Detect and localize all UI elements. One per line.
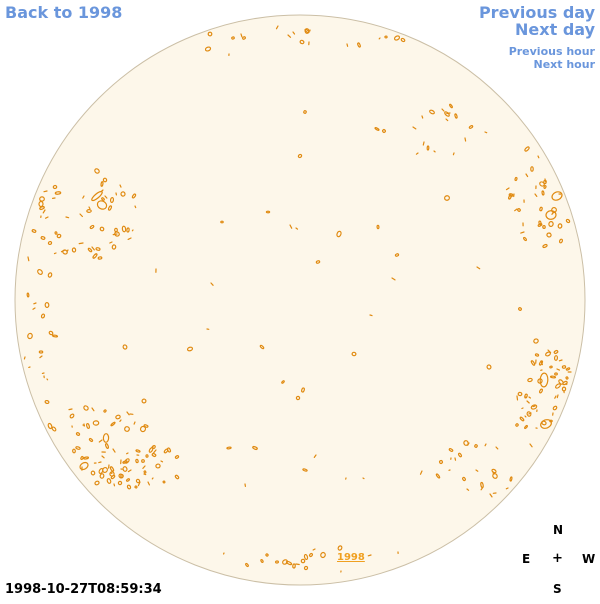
contour-mark xyxy=(69,409,72,410)
contour-mark xyxy=(363,478,364,479)
contour-mark xyxy=(525,416,526,417)
contour-mark xyxy=(557,395,558,398)
contour-mark xyxy=(44,191,47,192)
contour-mark xyxy=(144,474,146,475)
contour-mark xyxy=(370,315,372,316)
contour-mark xyxy=(533,406,535,407)
compass-east: E xyxy=(522,552,530,566)
contour-mark xyxy=(99,462,101,463)
contour-mark xyxy=(134,422,135,424)
contour-mark xyxy=(79,243,83,244)
contour-mark xyxy=(538,156,539,158)
contour-mark xyxy=(66,217,69,218)
contour-mark xyxy=(465,138,466,141)
contour-mark xyxy=(525,397,526,398)
contour-mark xyxy=(114,484,115,486)
contour-mark xyxy=(296,564,299,565)
contour-mark xyxy=(506,488,508,489)
contour-mark xyxy=(127,453,128,454)
contour-mark xyxy=(566,384,567,385)
contour-mark xyxy=(161,461,163,462)
contour-mark xyxy=(347,44,348,46)
compass-center: + xyxy=(552,551,563,566)
contour-mark xyxy=(55,253,57,254)
contour-mark xyxy=(24,357,25,359)
contour-mark xyxy=(422,116,423,118)
contour-mark xyxy=(368,555,371,556)
contour-mark xyxy=(28,257,29,261)
contour-mark xyxy=(447,113,450,114)
contour-mark xyxy=(529,397,530,398)
year-link[interactable]: 1998 xyxy=(337,552,365,563)
contour-mark xyxy=(455,458,456,460)
contour-mark xyxy=(241,34,242,37)
contour-mark xyxy=(545,179,546,182)
contour-mark xyxy=(34,303,36,304)
contour-mark xyxy=(89,207,90,209)
contour-mark xyxy=(47,379,48,380)
observation-timestamp: 1998-10-27T08:59:34 xyxy=(5,582,162,597)
contour-mark xyxy=(517,396,518,400)
contour-mark xyxy=(453,153,454,155)
contour-mark xyxy=(559,360,562,361)
contour-mark xyxy=(132,230,133,231)
contour-mark xyxy=(135,206,136,208)
contour-mark xyxy=(379,38,380,39)
contour-mark xyxy=(522,408,523,409)
compass-north: N xyxy=(553,523,563,537)
contour-mark xyxy=(485,444,486,446)
contour-mark xyxy=(152,478,153,479)
compass-south: S xyxy=(553,582,562,596)
contour-mark xyxy=(485,132,487,133)
contour-mark xyxy=(434,151,435,152)
compass-west: W xyxy=(582,552,595,566)
solar-disk xyxy=(15,15,585,585)
contour-mark xyxy=(423,142,424,145)
